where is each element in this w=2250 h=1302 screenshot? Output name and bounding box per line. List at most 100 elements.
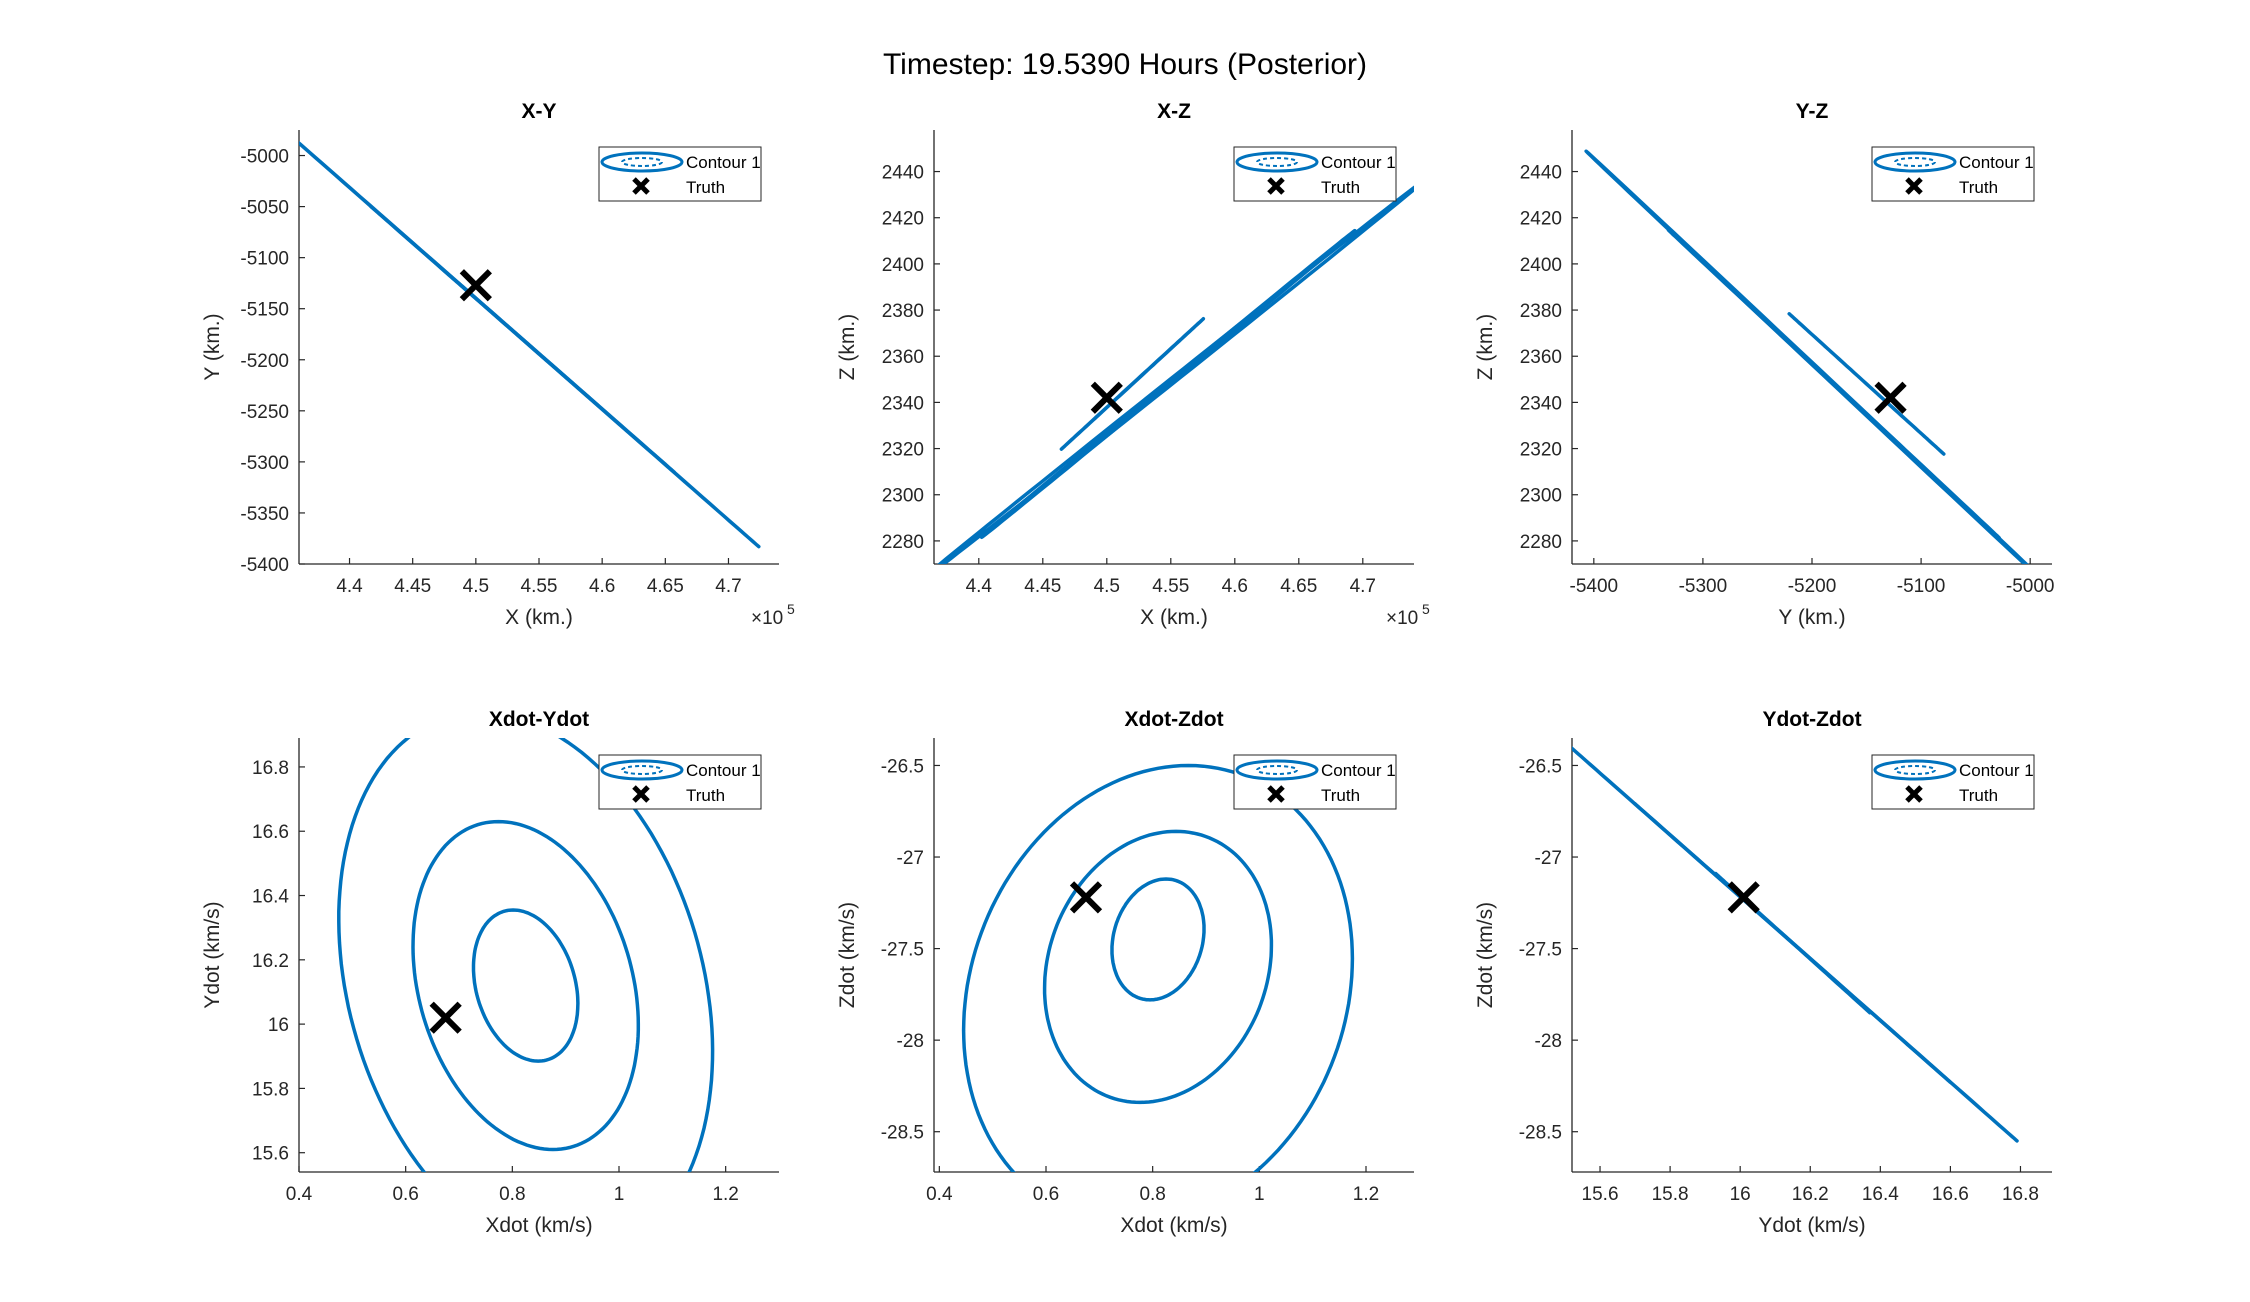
contour-lines <box>1584 149 2029 564</box>
x-tick-label: 4.45 <box>1024 576 1061 597</box>
legend-contour-icon <box>600 759 684 781</box>
legend-box <box>1233 146 1397 202</box>
x-tick-label: 0.6 <box>392 1184 418 1205</box>
subplot-title: Y-Z <box>1796 100 1829 123</box>
x-tick-label: -5100 <box>1897 576 1946 597</box>
x-tick-label: 16.6 <box>1932 1184 1969 1205</box>
y-tick-label: -27.5 <box>1519 940 1562 961</box>
y-tick-label: 2280 <box>1520 532 1562 553</box>
y-tick-label: 16.4 <box>252 887 289 908</box>
y-tick-label: -28.5 <box>881 1123 924 1144</box>
subplot-xdot-ydot: 0.4 0.6 0.8 1 1.2 15.6 15.8 16 16.2 16.4 16.6 16.8 X… <box>201 708 779 1237</box>
legend-box <box>598 146 762 202</box>
y-tick-label: -27.5 <box>881 940 924 961</box>
x-tick-label: 0.4 <box>926 1184 953 1205</box>
x-tick-label: 15.8 <box>1652 1184 1689 1205</box>
y-tick-label: -5200 <box>240 351 289 372</box>
contour-ellipse <box>411 819 641 1152</box>
x-tick-label: 4.65 <box>647 576 684 597</box>
x-tick-label: 0.6 <box>1033 1184 1059 1205</box>
legend-truth-icon <box>632 785 650 803</box>
legend-truth-label: Truth <box>686 178 725 197</box>
y-tick-label: 16 <box>268 1015 289 1036</box>
y-tick-label: 2440 <box>1520 163 1562 184</box>
y-tick-label: 2360 <box>1520 347 1562 368</box>
x-axis-label: Y (km.) <box>1778 606 1845 629</box>
x-tick-label: 0.4 <box>286 1184 313 1205</box>
truth-marker-stroke <box>459 269 492 302</box>
truth-marker-stroke <box>1090 381 1123 414</box>
y-tick-label: 2360 <box>882 347 924 368</box>
x-axis-label: X (km.) <box>505 606 573 629</box>
y-tick-label: 2340 <box>882 393 924 414</box>
contour-ellipse <box>1713 871 1872 1015</box>
contour-lines <box>337 738 715 1172</box>
truth-marker-stroke <box>1727 881 1760 914</box>
y-tick-label: -5250 <box>240 402 289 423</box>
contour-ellipse <box>1110 877 1206 1002</box>
y-tick-label: 15.8 <box>252 1079 289 1100</box>
x-tick-label: 4.4 <box>336 576 363 597</box>
x-tick-label: -5200 <box>1788 576 1837 597</box>
legend-truth-label: Truth <box>686 786 725 805</box>
y-tick-label: -5050 <box>240 198 289 219</box>
y-tick-label: -28 <box>897 1031 924 1052</box>
legend-contour-label: Contour 1 <box>1321 761 1396 780</box>
y-tick-label: -27 <box>1535 848 1562 869</box>
x-tick-label: 4.6 <box>1222 576 1248 597</box>
legend-contour-icon <box>1235 759 1319 781</box>
y-tick-label: -28 <box>1535 1031 1562 1052</box>
truth-marker <box>1069 881 1103 914</box>
truth-marker-stroke <box>1874 381 1907 414</box>
contour-lines <box>937 185 1414 564</box>
legend-truth-label: Truth <box>1959 786 1998 805</box>
y-tick-label: 2320 <box>1520 440 1562 461</box>
legend-box <box>598 754 762 810</box>
x-tick-label: 0.8 <box>1139 1184 1165 1205</box>
legend-contour-icon <box>1873 759 1957 781</box>
x-tick-label: 4.4 <box>966 576 993 597</box>
x-tick-label: 16.8 <box>2002 1184 2039 1205</box>
legend-contour-label: Contour 1 <box>1321 153 1396 172</box>
y-axis-label: Z (km.) <box>1474 314 1497 380</box>
x-exponent-label: ×10 <box>751 608 783 629</box>
legend-contour-label: Contour 1 <box>1959 761 2034 780</box>
x-tick-label: 16.2 <box>1792 1184 1829 1205</box>
legend: Contour 1 Truth <box>1233 146 1397 202</box>
truth-marker <box>1090 381 1123 414</box>
x-tick-label: 1 <box>614 1184 625 1205</box>
contour-lines <box>961 763 1355 1172</box>
contour-ellipse <box>1059 316 1206 451</box>
legend-contour-label: Contour 1 <box>686 761 761 780</box>
subplot-xdot-zdot: 0.4 0.6 0.8 1 1.2 -28.5 -28 -27.5 -27 -26.5 Xdot-Z… <box>836 708 1414 1237</box>
legend-box <box>1233 754 1397 810</box>
subplot-title: X-Y <box>521 100 556 123</box>
legend: Contour 1 Truth <box>1233 754 1397 810</box>
y-tick-label: -26.5 <box>881 756 924 777</box>
truth-marker <box>429 1001 462 1034</box>
legend-contour-icon-inner <box>1894 157 1936 167</box>
x-tick-label: 4.5 <box>463 576 489 597</box>
y-tick-label: -5300 <box>240 453 289 474</box>
legend-truth-icon <box>632 177 650 195</box>
x-tick-label: 4.5 <box>1094 576 1120 597</box>
y-tick-label: -5100 <box>240 249 289 270</box>
contour-ellipse <box>445 271 601 408</box>
legend-contour-label: Contour 1 <box>686 153 761 172</box>
x-tick-label: 4.6 <box>589 576 615 597</box>
y-tick-label: -5400 <box>240 555 289 576</box>
y-tick-label: 2300 <box>1520 486 1562 507</box>
y-tick-label: -28.5 <box>1519 1123 1562 1144</box>
subplot-title: Xdot-Ydot <box>489 708 589 731</box>
x-exponent-power: 5 <box>1422 601 1430 617</box>
y-tick-label: 2400 <box>1520 255 1562 276</box>
y-tick-label: -5150 <box>240 300 289 321</box>
truth-marker <box>459 269 492 302</box>
x-exponent-label: ×10 <box>1386 608 1418 629</box>
legend-truth-label: Truth <box>1321 178 1360 197</box>
y-tick-label: 2280 <box>882 532 924 553</box>
y-tick-label: 2380 <box>1520 301 1562 322</box>
legend-contour-icon-inner <box>621 157 663 167</box>
x-tick-label: 16.4 <box>1862 1184 1899 1205</box>
legend-truth-icon <box>1905 785 1923 803</box>
